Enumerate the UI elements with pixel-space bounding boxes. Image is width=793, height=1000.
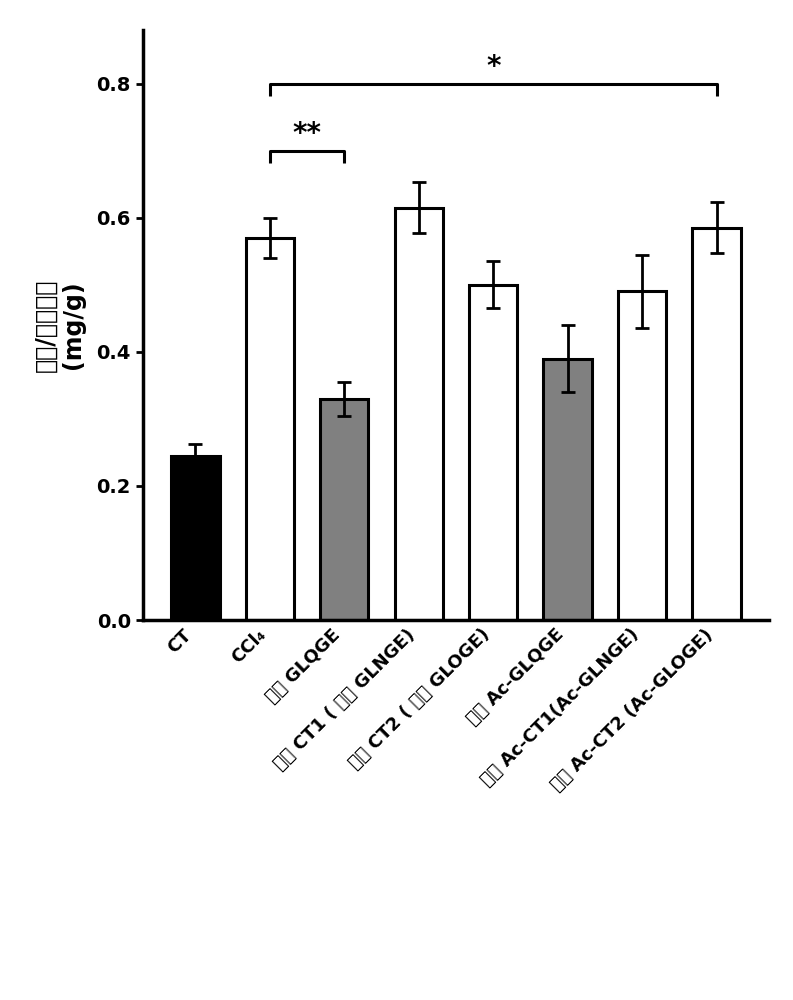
Text: *: * bbox=[486, 53, 500, 81]
Bar bbox=[246, 238, 294, 620]
Bar bbox=[692, 228, 741, 620]
Bar bbox=[395, 208, 443, 620]
Text: **: ** bbox=[293, 120, 322, 148]
Bar bbox=[320, 399, 369, 620]
Bar bbox=[171, 456, 220, 620]
Bar bbox=[543, 359, 592, 620]
Y-axis label: 胶原/肝脏重量
(mg/g): 胶原/肝脏重量 (mg/g) bbox=[33, 278, 86, 372]
Bar bbox=[469, 285, 517, 620]
Bar bbox=[618, 291, 666, 620]
